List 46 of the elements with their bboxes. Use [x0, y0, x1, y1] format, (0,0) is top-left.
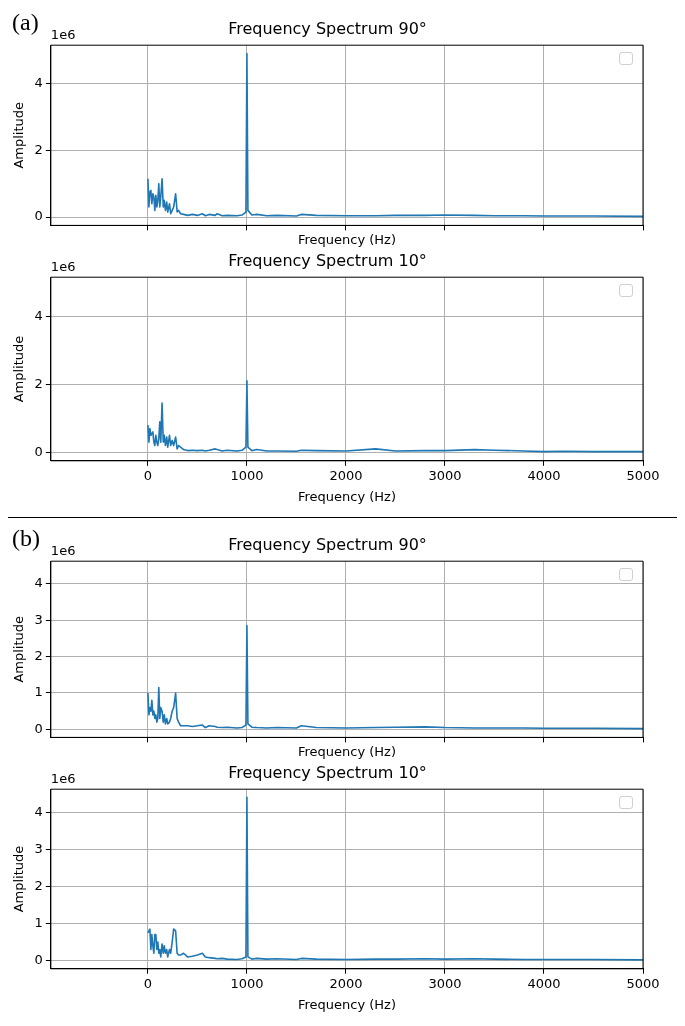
x-tick-label: 1000: [230, 975, 264, 991]
x-tick-label: 3000: [428, 467, 462, 483]
chart-title: Frequency Spectrum 90°: [228, 534, 427, 554]
y-tick-label: 4: [34, 74, 43, 90]
text: 1e6: [50, 543, 76, 559]
x-axis-title: Frequency (Hz): [297, 488, 396, 504]
x-tick-label: 3000: [428, 975, 462, 991]
text: (a): [12, 9, 39, 36]
y-tick-label: 4: [34, 803, 43, 819]
y-axis-title: Amplitude: [11, 335, 27, 403]
text: (b): [12, 525, 40, 552]
text: 1e6: [50, 771, 76, 787]
x-tick-label: 4000: [527, 467, 561, 483]
y-tick-label: 2: [34, 647, 43, 663]
x-tick-label: 2000: [329, 975, 363, 991]
y-tick-label: 3: [34, 611, 43, 627]
x-tick-label: 0: [143, 975, 153, 991]
y-tick-label: 4: [34, 307, 43, 323]
text: 1e6: [50, 27, 76, 43]
y-tick-label: 1: [34, 914, 43, 930]
y-tick-label: 1: [34, 684, 43, 700]
y-tick-label: 2: [34, 141, 43, 157]
y-tick-label: 0: [34, 208, 43, 224]
y-tick-label: 0: [34, 720, 43, 736]
y-tick-label: 3: [34, 840, 43, 856]
x-axis-title: Frequency (Hz): [297, 996, 396, 1012]
x-tick-label: 0: [143, 467, 153, 483]
y-tick-label: 0: [34, 443, 43, 459]
y-tick-label: 2: [34, 375, 43, 391]
y-tick-label: 0: [34, 952, 43, 968]
text: 1e6: [50, 259, 76, 275]
x-axis-title: Frequency (Hz): [297, 743, 396, 759]
y-axis-title: Amplitude: [11, 615, 27, 683]
x-tick-label: 5000: [626, 467, 660, 483]
y-tick-label: 4: [34, 575, 43, 591]
y-axis-title: Amplitude: [11, 845, 27, 913]
y-axis-title: Amplitude: [11, 101, 27, 169]
x-tick-label: 5000: [626, 975, 660, 991]
chart-title: Frequency Spectrum 90°: [228, 18, 427, 38]
y-tick-label: 2: [34, 877, 43, 893]
chart-title: Frequency Spectrum 10°: [228, 762, 427, 782]
chart-title: Frequency Spectrum 10°: [228, 250, 427, 270]
x-tick-label: 4000: [527, 975, 561, 991]
x-axis-title: Frequency (Hz): [297, 231, 396, 247]
x-tick-label: 2000: [329, 467, 363, 483]
x-tick-label: 1000: [230, 467, 264, 483]
